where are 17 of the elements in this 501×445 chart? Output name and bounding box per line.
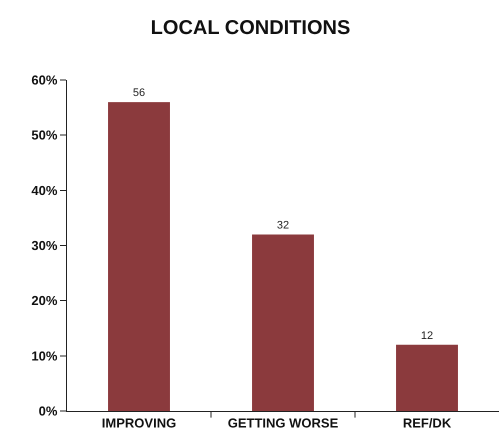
data-label: 12 (420, 330, 434, 342)
bar (396, 344, 458, 411)
bar (252, 234, 314, 411)
y-tick-label: 40% (31, 182, 58, 198)
data-label: 56 (132, 87, 146, 100)
x-tick-label: IMPROVING (102, 416, 176, 431)
y-tick-label: 60% (31, 72, 58, 88)
data-label: 32 (276, 219, 290, 232)
y-tick-label: 10% (31, 348, 58, 364)
y-tick-label: 20% (31, 293, 58, 308)
x-tick-label: GETTING WORSE (228, 416, 339, 431)
x-tick-label: REF/DK (402, 416, 452, 431)
y-tick-label: 0% (38, 404, 58, 419)
y-tick-label: 30% (31, 238, 58, 254)
y-tick-label: 50% (31, 128, 58, 143)
chart-title: LOCAL CONDITIONS (150, 17, 350, 40)
bar (108, 102, 170, 411)
